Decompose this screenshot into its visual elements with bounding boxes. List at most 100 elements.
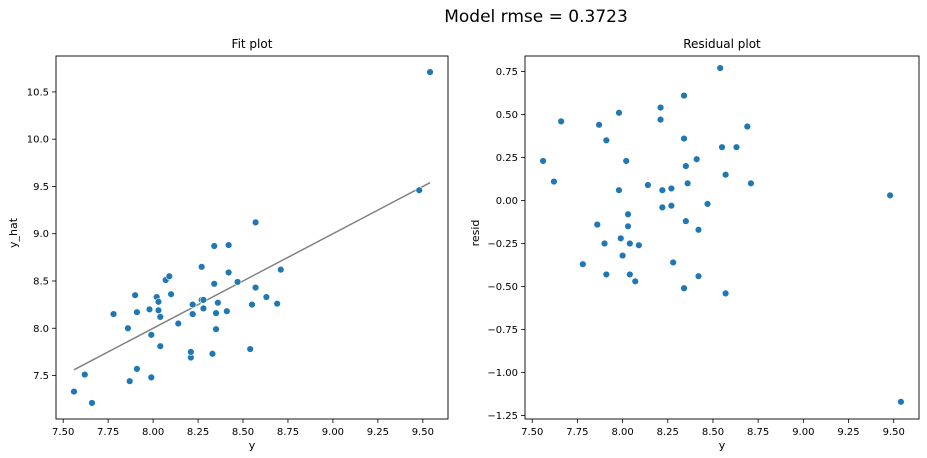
fit-plot-x-tick-label: 7.75 [97,427,119,438]
fit-plot-point [188,300,197,309]
fit-plot-point [131,291,139,299]
residual-plot-point [539,157,547,165]
residual-plot-point [716,64,724,72]
fit-plot-point [156,313,164,321]
residual-plot-y-tick-label: −0.25 [487,239,518,250]
residual-plot-x-tick-label: 8.00 [611,427,633,438]
fit-plot-title: Fit plot [232,37,273,51]
residual-plot-point [732,143,741,151]
residual-plot-y-tick-label: −1.25 [487,411,518,422]
fit-plot-point [214,299,222,307]
fit-plot-x-tick-label: 8.50 [232,427,254,438]
residual-plot-point [624,222,632,231]
residual-plot-y-tick-label: −0.75 [487,325,518,336]
fit-plot-point [81,370,89,379]
residual-plot-point [626,239,634,248]
residual-plot-marks: 7.50 7.75 8.00 8.25 8.50 8.75 9.00 9.25 9.50 −1.2… [487,64,905,438]
residual-plot-x-tick-label: 8.25 [657,427,679,438]
fit-plot-y-tick-label: 9.5 [33,182,49,193]
fit-plot-x-tick-label: 8.75 [277,427,299,438]
residual-plot-point [682,217,690,225]
fit-plot-point [224,241,233,249]
residual-plot-x-tick-label: 7.50 [521,427,543,438]
residual-plot-point [694,272,703,280]
fit-plot-fit-line [73,182,431,371]
residual-plot-point [624,210,632,218]
residual-plot-point [631,277,639,286]
fit-plot-point [210,242,218,250]
fit-plot-point [145,305,154,314]
fit-plot-point [251,218,260,227]
fit-plot-y-tick-label: 10.5 [27,87,49,98]
fit-plot-point [174,319,182,328]
fit-plot-point [70,387,78,396]
residual-plot-point [626,270,634,279]
fit-plot-point [246,345,254,353]
fit-plot-point [223,307,231,315]
residual-plot-point [618,251,627,260]
residual-plot-point [897,398,905,406]
residual-plot-point [721,289,730,298]
fit-plot-point [124,324,132,332]
fit-plot-point [154,298,163,306]
residual-plot-point [667,184,676,193]
residual-plot-point [694,226,703,234]
fit-plot-point [262,293,271,301]
fit-plot-y-tick-label: 8.5 [33,276,49,287]
residual-plot-title: Residual plot [683,37,761,51]
residual-plot-point [721,171,730,179]
fit-plot-x-tick-label: 9.25 [367,427,389,438]
fit-plot-point [224,268,233,277]
fit-plot-point [165,272,173,280]
residual-plot-point [593,220,601,229]
fit-plot-point [197,263,206,271]
figure-title: Model rmse = 0.3723 [444,7,628,27]
residual-plot-point [644,181,652,189]
residual-plot-point [680,91,688,100]
fit-plot-point [199,304,208,313]
residual-plot-point [718,143,726,151]
residual-plot-point [743,122,752,131]
residual-plot-point [667,201,676,210]
fit-plot-x-tick-label: 8.25 [187,427,209,438]
residual-plot-point [886,191,894,200]
residual-plot-point [615,186,623,194]
residual-plot-point [658,186,667,194]
fit-plot-point [109,310,118,318]
residual-plot-frame [524,55,920,420]
fit-plot-point [273,299,281,308]
residual-plot-y-tick-label: −1.00 [487,368,518,379]
residual-plot-point [682,162,690,170]
fit-plot-panel: Fit plot y y_hat 7.50 7.75 8.00 8.25 8.50 8.7… [7,37,449,452]
residual-plot-point [656,103,665,112]
residual-plot-x-tick-label: 8.50 [702,427,724,438]
residual-plot-point [557,117,565,126]
fit-plot-x-tick-label: 9.00 [322,427,344,438]
residual-plot-x-axis-label: y [719,439,726,452]
residual-plot-point [550,177,558,186]
residual-plot-point [602,136,611,144]
fit-plot-point [426,68,434,76]
fit-plot-point [212,325,220,333]
residual-plot-x-tick-label: 9.00 [792,427,814,438]
fit-plot-x-tick-label: 8.00 [142,427,164,438]
residual-plot-point [615,109,623,117]
residual-plot-point [635,241,643,249]
fit-plot-point [415,186,423,194]
fit-plot-point [188,310,197,318]
fit-plot-point [167,290,175,298]
fit-plot-point [210,280,218,288]
fit-plot-point [147,373,156,382]
residual-plot-y-tick-label: 0.50 [496,110,518,121]
fit-plot-point [208,350,217,358]
residual-plot-y-axis-label: resid [469,220,482,247]
fit-plot-y-tick-label: 9.0 [33,229,49,240]
fit-plot-y-tick-label: 8.0 [33,324,49,335]
fit-plot-x-tick-label: 7.50 [52,427,74,438]
residual-plot-y-tick-label: −0.50 [487,282,518,293]
fit-plot-point [212,309,220,317]
fit-plot-point [147,331,156,339]
fit-plot-y-axis-label: y_hat [7,217,20,248]
